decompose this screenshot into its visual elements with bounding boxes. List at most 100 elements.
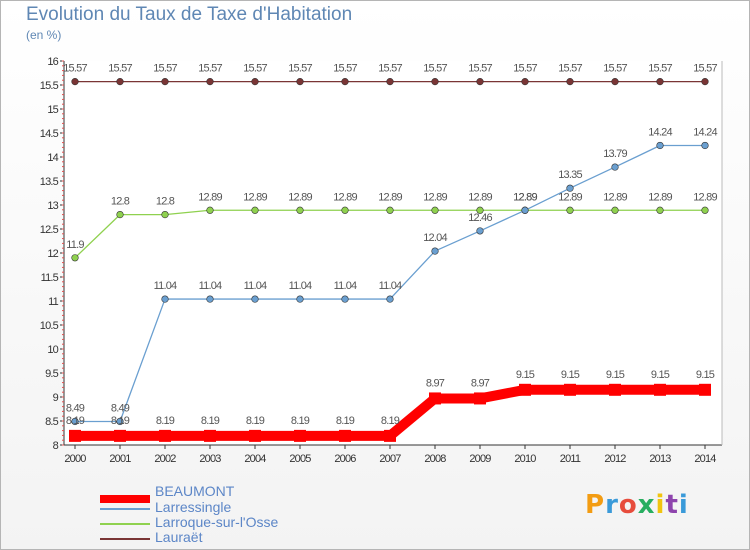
data-point [204,429,216,442]
y-tick-label: 13.5 [40,176,59,188]
logo-letter: o [618,490,638,520]
data-point [206,78,214,86]
data-label: 12.89 [198,191,222,203]
data-label: 8.19 [246,415,265,427]
data-label: 15.57 [333,63,357,75]
data-label: 8.19 [381,415,400,427]
data-label: 11.04 [199,280,222,292]
y-tick-label: 16 [47,56,58,68]
x-tick-label: 2001 [109,453,131,465]
data-label: 8.97 [426,377,445,389]
data-label: 8.49 [111,402,130,414]
data-point [386,295,394,303]
data-label: 12.89 [513,191,537,203]
data-label: 14.24 [648,126,672,138]
data-label: 13.35 [558,169,582,181]
data-point [249,429,261,442]
x-tick-label: 2005 [289,453,311,465]
data-label: 12.89 [693,191,717,203]
data-point [656,141,664,150]
data-label: 12.89 [513,191,537,203]
data-point [161,78,169,86]
data-label: 8.19 [291,415,310,427]
data-label: 8.19 [156,415,175,427]
y-tick-label: 9 [53,392,59,404]
data-label: 12.89 [648,191,672,203]
data-label: 9.15 [651,369,670,381]
data-point [656,78,664,86]
data-point [521,78,529,86]
data-point [69,429,81,442]
data-point [71,417,79,426]
data-point [564,383,576,396]
data-point [71,254,79,262]
data-label: 8.97 [471,377,490,389]
y-tick-label: 10 [47,344,58,356]
x-tick-label: 2010 [514,453,536,465]
data-point [386,78,394,86]
data-label: 15.57 [558,63,582,75]
data-point [431,247,439,255]
data-point [251,206,259,214]
x-tick-label: 2003 [199,453,221,465]
y-tick-label: 13 [47,200,58,212]
data-label: 8.19 [111,415,130,427]
y-tick-label: 8.5 [45,416,59,428]
data-label: 9.15 [561,369,580,381]
data-label: 15.57 [693,63,717,75]
data-label: 12.8 [111,196,130,208]
data-label: 9.15 [516,369,535,381]
logo-letter: x [637,490,656,520]
logo-letter: i [678,490,689,520]
data-point [654,383,666,396]
y-tick-label: 12 [47,248,58,260]
legend-label-lauraet: Lauraët [155,529,203,545]
data-label: 11.04 [244,280,267,292]
data-point [341,295,349,303]
data-label: 11.04 [379,280,402,292]
y-tick-label: 14 [47,152,58,164]
x-tick-label: 2002 [154,453,176,465]
data-point [296,78,304,86]
data-label: 15.57 [603,63,627,75]
data-label: 11.04 [289,280,312,292]
data-point [296,295,304,303]
data-label: 11.9 [66,239,84,251]
data-label: 12.89 [603,191,627,203]
x-tick-label: 2007 [379,453,401,465]
legend-label-beaumont: BEAUMONT [155,483,235,499]
data-point [206,206,214,214]
data-label: 12.89 [558,191,582,203]
y-tick-label: 9.5 [45,368,59,380]
data-point [609,383,621,396]
data-point [339,429,351,442]
data-point [611,78,619,86]
data-label: 12.46 [468,212,492,224]
data-point [294,429,306,442]
data-point [161,295,169,303]
data-label: 15.57 [153,63,177,75]
logo-letter: P [585,490,606,520]
plot-area [64,61,722,445]
legend-swatch-beaumont [100,495,150,503]
data-point [611,206,619,214]
legend-swatch-larressingle [100,508,150,510]
y-tick-label: 10.5 [40,320,59,332]
data-point [431,78,439,86]
data-label: 12.8 [156,196,175,208]
data-label: 12.89 [243,191,267,203]
data-point [476,78,484,86]
x-tick-label: 2009 [469,453,491,465]
data-point [521,206,529,214]
data-point [116,78,124,86]
data-point [386,206,394,214]
data-label: 15.57 [468,63,492,75]
legend-swatch-larroque [100,523,150,525]
data-point [701,141,709,150]
data-point [341,206,349,214]
data-point [384,429,396,442]
x-tick-label: 2004 [244,453,266,465]
data-point [566,78,574,86]
data-point [71,78,79,86]
